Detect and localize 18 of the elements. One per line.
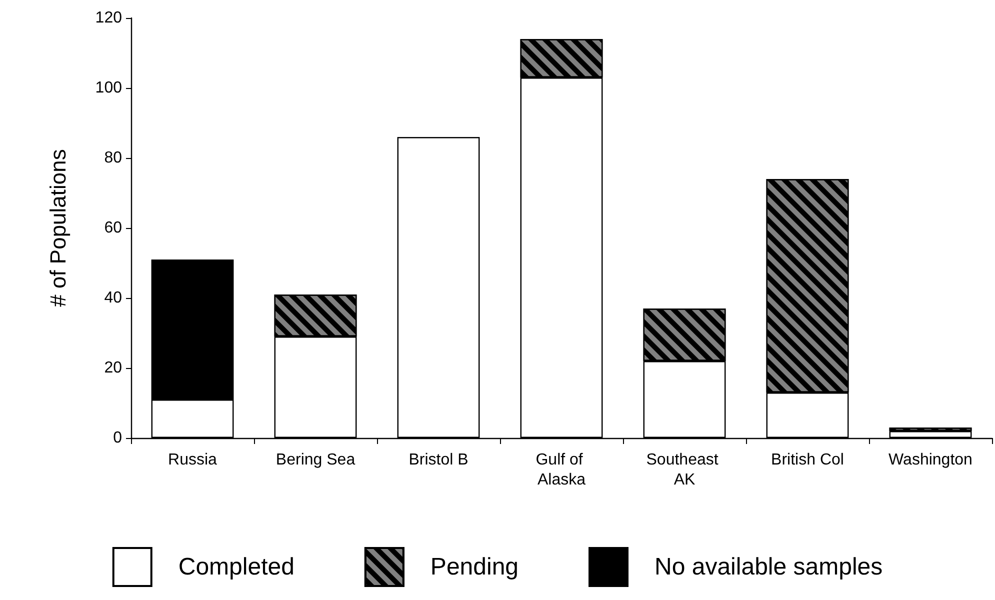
y-tick-label: 60 [104,220,122,236]
x-tick-label: Russia [168,452,218,468]
y-tick-label: 100 [95,80,122,96]
y-tick-label: 40 [104,290,122,306]
legend-label: No available samples [654,554,883,580]
x-tick-label: Southeast AK [646,452,723,488]
legend-label: Completed [178,554,294,580]
legend-label: Pending [430,554,519,580]
y-axis-title: # of Populations [46,149,70,307]
x-tick-label: British Col [771,452,844,468]
x-tick-label: Washington [888,452,972,468]
y-tick-label: 20 [104,360,122,376]
y-tick-label: 80 [104,150,122,166]
x-tick-label: Gulf of Alaska [536,452,588,488]
y-tick-label: 120 [95,10,122,26]
x-tick-label: Bristol B [408,452,468,468]
x-tick-label: Bering Sea [276,452,356,468]
y-tick-label: 0 [113,430,122,446]
